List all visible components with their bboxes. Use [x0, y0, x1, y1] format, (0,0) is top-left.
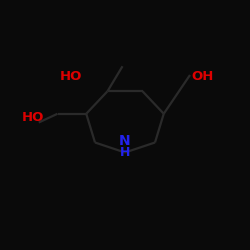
Text: HO: HO — [21, 111, 44, 124]
Text: OH: OH — [191, 70, 214, 83]
Text: HO: HO — [60, 70, 82, 83]
Text: N: N — [119, 134, 131, 148]
Text: H: H — [120, 146, 130, 159]
